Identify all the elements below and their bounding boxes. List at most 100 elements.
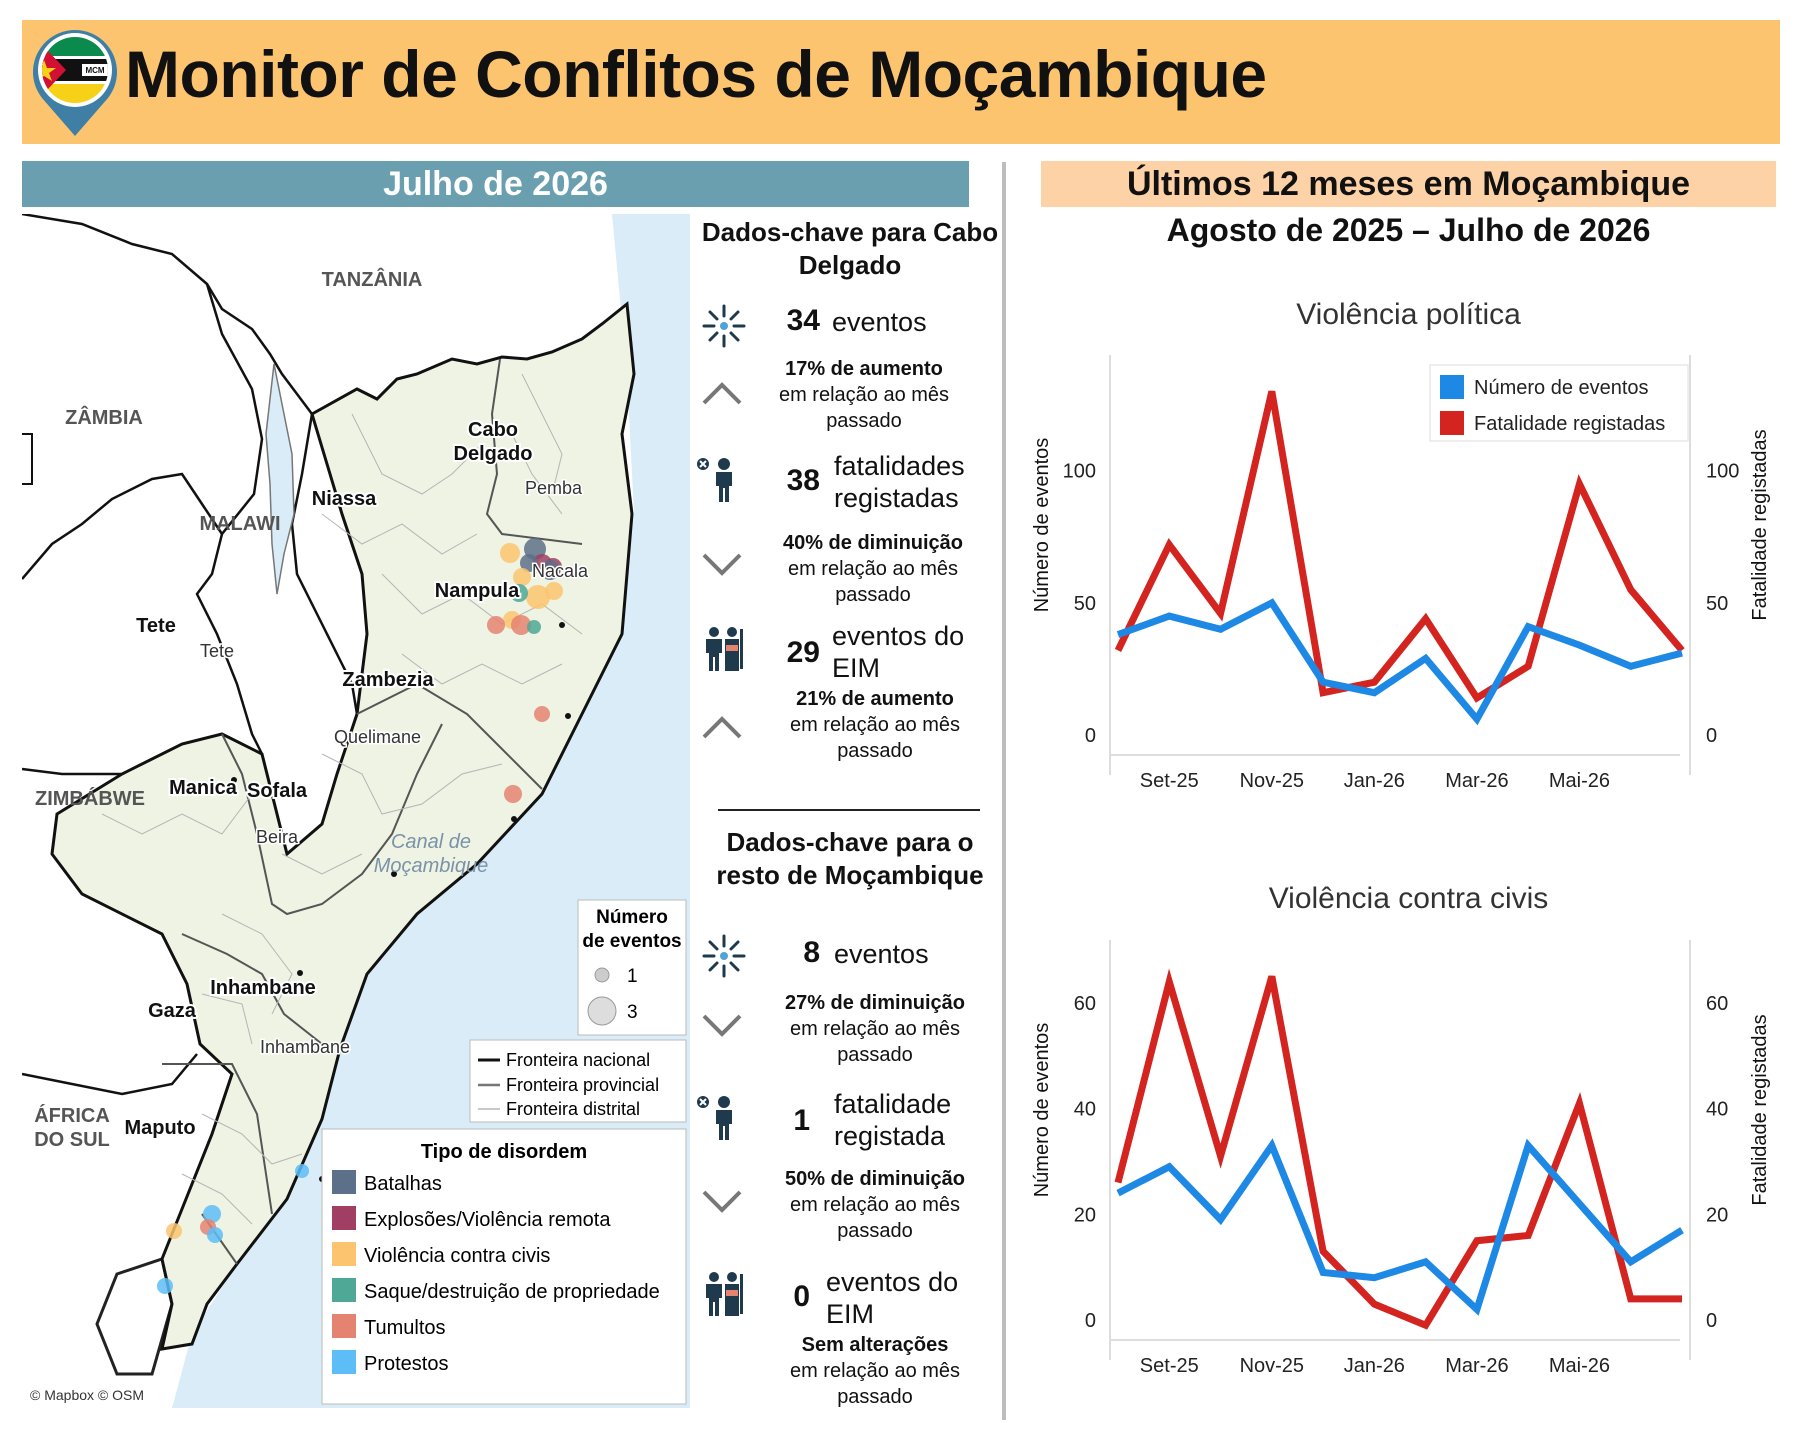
lake-edge	[22, 433, 33, 485]
stat-value: 34	[786, 304, 820, 337]
sea-label: Canal de	[391, 831, 471, 853]
mozambique-land	[50, 301, 636, 1351]
events-burst-icon	[702, 934, 746, 978]
legend-label: Protestos	[364, 1353, 448, 1375]
stat-change-rest: em relação ao mês passado	[789, 1018, 961, 1066]
legend-swatch	[332, 1206, 356, 1230]
x-tick-label: Nov-25	[1240, 770, 1304, 792]
section-divider	[718, 809, 980, 811]
conflict-map[interactable]: TANZÂNIA ZÂMBIA MALAWI ZIMBÁBWE ÁFRICA D…	[22, 214, 690, 1408]
stat-change: 21% de aumento em relação ao mês passado	[772, 686, 978, 764]
chart-legend	[1429, 364, 1689, 442]
y-tick-label: 50	[1074, 593, 1096, 615]
svg-text:Número: Número	[596, 907, 668, 928]
province-label: Inhambane	[210, 977, 316, 999]
stat-change-rest: em relação ao mês passado	[787, 558, 959, 606]
stat-change: Sem alterações em relação ao mês passado	[772, 1332, 978, 1410]
y2-axis-label: Fatalidade registadas	[1749, 429, 1771, 620]
country-label: ÁFRICA	[34, 1104, 110, 1127]
trend-up-icon	[702, 716, 742, 739]
casualty-icon	[697, 1096, 732, 1140]
stat-change: 50% de diminuição em relação ao mês pass…	[772, 1166, 978, 1244]
stat-unit: eventos do EIM	[832, 621, 965, 683]
border-legend-label: Fronteira provincial	[506, 1075, 659, 1095]
political-violence-chart[interactable]: 0 50 100 0 50 100 Set-25 Nov-25 Jan-26 Mar-26 Mai-…	[1010, 345, 1790, 835]
stat-change-pct: 50% de diminuição	[784, 1168, 966, 1190]
legend-swatch	[332, 1314, 356, 1338]
period-subtitle: Agosto de 2025 – Julho de 2026	[1166, 212, 1651, 248]
x-tick-label: Set-25	[1140, 1355, 1199, 1377]
stat-unit: eventos	[832, 307, 927, 337]
x-tick-label: Mar-26	[1445, 770, 1508, 792]
y2-tick-label: 100	[1706, 461, 1739, 483]
stat-value: 8	[803, 936, 820, 969]
border-legend: Fronteira nacional Fronteira provincial …	[469, 1039, 687, 1123]
legend-swatch	[332, 1170, 356, 1194]
event-markers[interactable]	[157, 538, 563, 1294]
legend-swatch	[332, 1350, 356, 1374]
x-tick-label: Nov-25	[1240, 1355, 1304, 1377]
province-label: Maputo	[124, 1117, 195, 1139]
logo-text: MCM	[85, 66, 104, 75]
x-tick-label: Mai-26	[1549, 1355, 1610, 1377]
stat-value: 1	[793, 1104, 810, 1137]
series-line	[1116, 598, 1683, 726]
province-label: Delgado	[454, 443, 533, 465]
province-label: Zambezia	[342, 669, 434, 691]
district-borders	[101, 373, 583, 1225]
y-tick-label: 0	[1085, 725, 1096, 747]
malawi-east-border	[290, 413, 359, 715]
legend-label: Número de eventos	[1474, 377, 1649, 399]
chart-title: Violência política	[1296, 298, 1521, 331]
y-tick-label: 100	[1063, 461, 1096, 483]
stat-value: 0	[793, 1280, 810, 1313]
legend-swatch	[332, 1278, 356, 1302]
x-tick-label: Mai-26	[1549, 770, 1610, 792]
trend-down-icon	[702, 553, 742, 576]
country-label: DO SUL	[34, 1129, 110, 1151]
lake-malawi	[265, 363, 295, 595]
series-line	[1116, 1138, 1684, 1316]
south-africa-border	[22, 1053, 198, 1096]
cabo-delgado-title: Dados-chave para Cabo Delgado	[701, 217, 999, 280]
page-title: Monitor de Conflitos de Moçambique	[125, 37, 1267, 111]
svg-text:de eventos: de eventos	[582, 931, 681, 952]
stat-value: 29	[786, 636, 820, 669]
provincial-borders	[162, 358, 583, 1265]
legend-label: Tumultos	[364, 1317, 446, 1339]
trend-down-icon	[702, 1014, 742, 1037]
province-label: Gaza	[148, 1000, 197, 1022]
map-attribution: © Mapbox © OSM	[30, 1387, 144, 1403]
stat-change-pct: 27% de diminuição	[784, 992, 966, 1014]
legend-label: Saque/destruição de propriedade	[364, 1281, 660, 1303]
stat-change: 40% de diminuição em relação ao mês pass…	[770, 530, 976, 608]
twelve-month-banner: Últimos 12 meses em Moçambique	[1041, 161, 1776, 207]
y-axis-label: Número de eventos	[1031, 438, 1053, 613]
stat-change-pct: 17% de aumento	[785, 358, 943, 380]
city-label: Tete	[200, 641, 234, 661]
militia-icon	[706, 1272, 743, 1316]
x-tick-label: Jan-26	[1344, 770, 1405, 792]
stat-unit: fatalidades registadas	[834, 451, 965, 513]
x-tick-label: Mar-26	[1445, 1355, 1508, 1377]
province-label: Tete	[136, 615, 176, 637]
y-tick-label: 0	[1085, 1310, 1096, 1332]
events-burst-icon	[702, 304, 746, 348]
country-label: ZIMBÁBWE	[35, 787, 145, 810]
stat-change-pct: Sem alterações	[801, 1334, 949, 1356]
legend-label: Explosões/Violência remota	[364, 1209, 611, 1231]
city-label: Beira	[256, 827, 299, 847]
type-legend-title: Tipo de disordem	[421, 1141, 587, 1163]
size-legend: Número de eventos 1 3	[577, 899, 687, 1036]
violence-against-civilians-chart[interactable]: 0 20 40 60 0 20 40 60 Set-25 Nov-25 Jan-26 Mar-26 Ma…	[1010, 930, 1790, 1420]
chart-title: Violência contra civis	[1268, 882, 1549, 915]
y2-tick-label: 0	[1706, 1310, 1717, 1332]
x-tick-label: Set-25	[1140, 770, 1199, 792]
country-label: MALAWI	[199, 513, 280, 535]
stat-change-rest: em relação ao mês passado	[789, 1194, 961, 1242]
trend-up-icon	[702, 382, 742, 405]
province-label: Sofala	[247, 780, 308, 802]
y2-tick-label: 20	[1706, 1204, 1728, 1226]
casualty-icon	[697, 458, 732, 502]
malawi-border	[195, 283, 264, 755]
